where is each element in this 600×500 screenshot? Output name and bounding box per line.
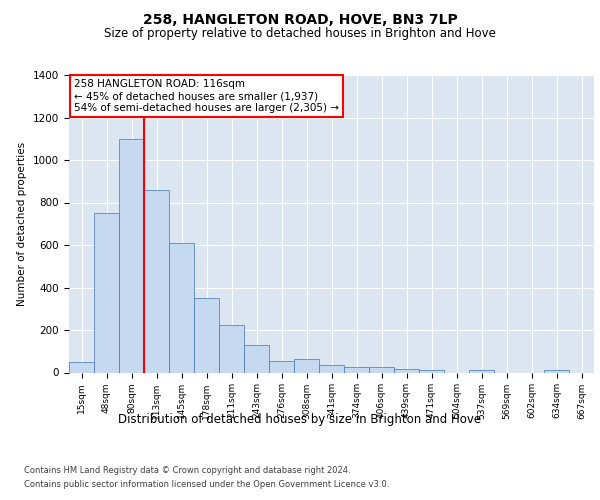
Bar: [469, 370, 494, 372]
Bar: [369, 367, 394, 372]
Bar: [294, 358, 319, 372]
Text: Size of property relative to detached houses in Brighton and Hove: Size of property relative to detached ho…: [104, 28, 496, 40]
Bar: [319, 365, 344, 372]
Bar: [194, 298, 219, 372]
Bar: [144, 190, 169, 372]
Bar: [344, 367, 369, 372]
Bar: [94, 213, 119, 372]
Bar: [419, 370, 444, 372]
Bar: [119, 138, 144, 372]
Text: Contains HM Land Registry data © Crown copyright and database right 2024.: Contains HM Land Registry data © Crown c…: [24, 466, 350, 475]
Text: 258, HANGLETON ROAD, HOVE, BN3 7LP: 258, HANGLETON ROAD, HOVE, BN3 7LP: [143, 12, 457, 26]
Bar: [244, 345, 269, 372]
Text: Contains public sector information licensed under the Open Government Licence v3: Contains public sector information licen…: [24, 480, 389, 489]
Y-axis label: Number of detached properties: Number of detached properties: [17, 142, 28, 306]
Bar: [269, 361, 294, 372]
Bar: [169, 243, 194, 372]
Bar: [219, 324, 244, 372]
Bar: [544, 370, 569, 372]
Text: Distribution of detached houses by size in Brighton and Hove: Distribution of detached houses by size …: [118, 412, 482, 426]
Text: 258 HANGLETON ROAD: 116sqm
← 45% of detached houses are smaller (1,937)
54% of s: 258 HANGLETON ROAD: 116sqm ← 45% of deta…: [74, 80, 339, 112]
Bar: [69, 362, 94, 372]
Bar: [394, 370, 419, 372]
